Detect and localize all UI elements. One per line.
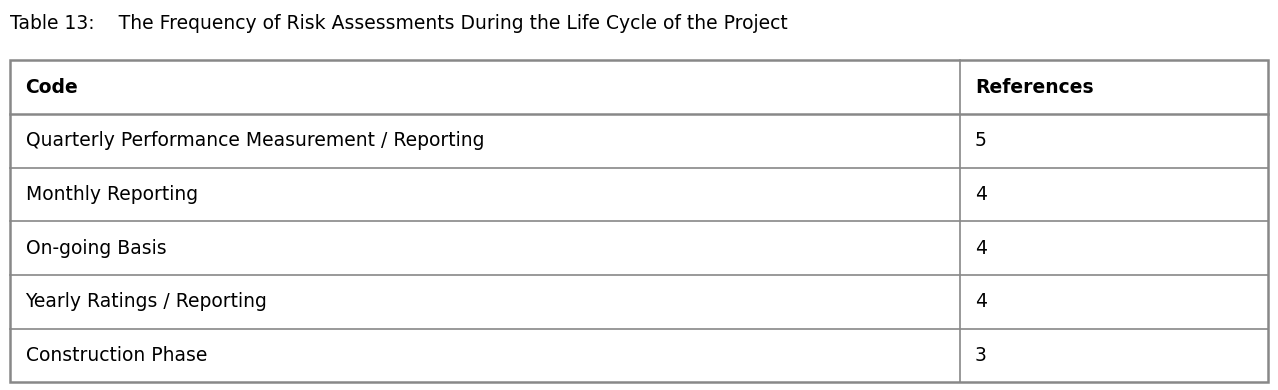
Text: 4: 4 — [975, 239, 987, 258]
Text: References: References — [975, 78, 1094, 97]
Text: Monthly Reporting: Monthly Reporting — [26, 185, 198, 204]
Text: Table 13:    The Frequency of Risk Assessments During the Life Cycle of the Proj: Table 13: The Frequency of Risk Assessme… — [10, 14, 789, 33]
Text: Construction Phase: Construction Phase — [26, 346, 207, 365]
Text: Quarterly Performance Measurement / Reporting: Quarterly Performance Measurement / Repo… — [26, 131, 484, 151]
Text: Code: Code — [26, 78, 78, 97]
Text: 4: 4 — [975, 185, 987, 204]
Text: On-going Basis: On-going Basis — [26, 239, 166, 258]
Text: 4: 4 — [975, 292, 987, 311]
Text: 3: 3 — [975, 346, 987, 365]
Text: 5: 5 — [975, 131, 987, 151]
Text: Yearly Ratings / Reporting: Yearly Ratings / Reporting — [26, 292, 267, 311]
